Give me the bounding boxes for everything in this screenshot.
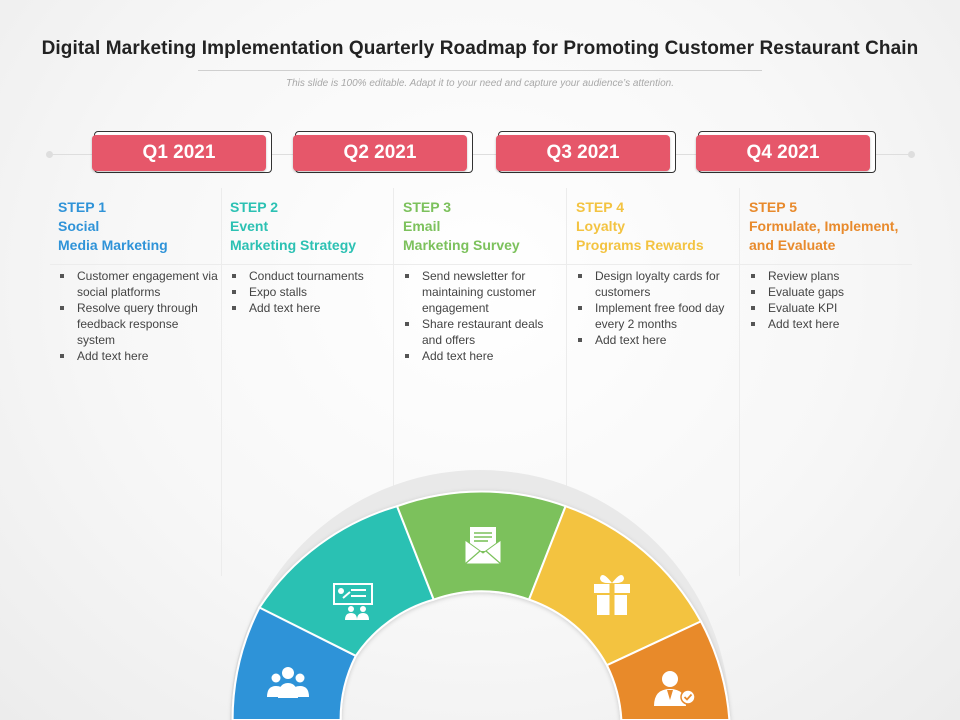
step-bullets: Send newsletter for maintaining customer… (403, 268, 563, 364)
people-group-icon (267, 667, 309, 698)
column-divider (566, 188, 567, 576)
step-title-line1: Social (58, 218, 100, 234)
step-heading: STEP 5 Formulate, Implement, and Evaluat… (749, 198, 898, 255)
step-number: STEP 5 (749, 199, 797, 215)
slide-subtitle: This slide is 100% editable. Adapt it to… (285, 78, 675, 89)
step-number: STEP 2 (230, 199, 278, 215)
step-bullets: Customer engagement via social platforms… (58, 268, 218, 364)
slide-title: Digital Marketing Implementation Quarter… (41, 38, 919, 59)
user-check-icon (654, 671, 696, 706)
bullet-item: Add text here (230, 300, 390, 316)
step-title-line2: Media Marketing (58, 237, 168, 253)
step-heading: STEP 1 Social Media Marketing (58, 198, 168, 255)
wheel-segment-step5 (605, 620, 731, 720)
title-divider (198, 70, 762, 71)
step-heading: STEP 2 Event Marketing Strategy (230, 198, 356, 255)
step-column-5: STEP 5 Formulate, Implement, and Evaluat… (741, 188, 913, 576)
step-title-line1: Formulate, Implement, (749, 218, 899, 234)
step-title-line2: Marketing Survey (403, 237, 520, 253)
gift-box-icon (594, 574, 630, 615)
quarter-label: Q4 2021 (696, 135, 870, 171)
quarter-q1: Q1 2021 (92, 131, 272, 173)
bullet-item: Customer engagement via social platforms (58, 268, 218, 300)
bullet-item: Add text here (576, 332, 736, 348)
step-number: STEP 3 (403, 199, 451, 215)
bullet-item: Expo stalls (230, 284, 390, 300)
column-divider (221, 188, 222, 576)
step-column-1: STEP 1 Social Media Marketing Customer e… (50, 188, 222, 576)
quarter-q2: Q2 2021 (293, 131, 473, 173)
bullet-item: Evaluate KPI (749, 300, 909, 316)
quarter-q3: Q3 2021 (496, 131, 676, 173)
bullet-item: Review plans (749, 268, 909, 284)
step-number: STEP 1 (58, 199, 106, 215)
quarter-q4: Q4 2021 (696, 131, 876, 173)
presentation-audience-icon (333, 583, 373, 620)
step-bullets: Design loyalty cards for customers Imple… (576, 268, 736, 348)
step-number: STEP 4 (576, 199, 624, 215)
step-column-4: STEP 4 Loyalty Programs Rewards Design l… (568, 188, 740, 576)
step-title-line2: Marketing Strategy (230, 237, 357, 253)
step-title-line1: Event (230, 218, 269, 234)
bullet-item: Design loyalty cards for customers (576, 268, 736, 300)
quarter-label: Q3 2021 (496, 135, 670, 171)
header-divider (50, 264, 912, 265)
step-title-line1: Loyalty (576, 218, 626, 234)
step-column-3: STEP 3 Email Marketing Survey Send newsl… (395, 188, 567, 576)
bullet-item: Implement free food day every 2 months (576, 300, 736, 332)
bullet-item: Add text here (749, 316, 909, 332)
bullet-item: Add text here (58, 348, 218, 364)
column-divider (739, 188, 740, 576)
step-title-line2: Programs Rewards (576, 237, 704, 253)
step-bullets: Conduct tournaments Expo stalls Add text… (230, 268, 390, 316)
column-divider (393, 188, 394, 576)
timeline-start-dot (46, 151, 53, 158)
bullet-item: Conduct tournaments (230, 268, 390, 284)
email-envelope-icon (464, 527, 502, 565)
bullet-item: Send newsletter for maintaining customer… (403, 268, 563, 316)
step-title-line2: and Evaluate (749, 237, 836, 253)
step-heading: STEP 4 Loyalty Programs Rewards (576, 198, 704, 255)
timeline-line (50, 154, 910, 155)
bullet-item: Add text here (403, 348, 563, 364)
step-title-line1: Email (403, 218, 441, 234)
step-column-2: STEP 2 Event Marketing Strategy Conduct … (222, 188, 394, 576)
timeline-end-dot (908, 151, 915, 158)
bullet-item: Evaluate gaps (749, 284, 909, 300)
bullet-item: Share restaurant deals and offers (403, 316, 563, 348)
quarter-label: Q2 2021 (293, 135, 467, 171)
quarter-label: Q1 2021 (92, 135, 266, 171)
bullet-item: Resolve query through feedback response … (58, 300, 218, 348)
step-bullets: Review plans Evaluate gaps Evaluate KPI … (749, 268, 909, 332)
step-heading: STEP 3 Email Marketing Survey (403, 198, 520, 255)
